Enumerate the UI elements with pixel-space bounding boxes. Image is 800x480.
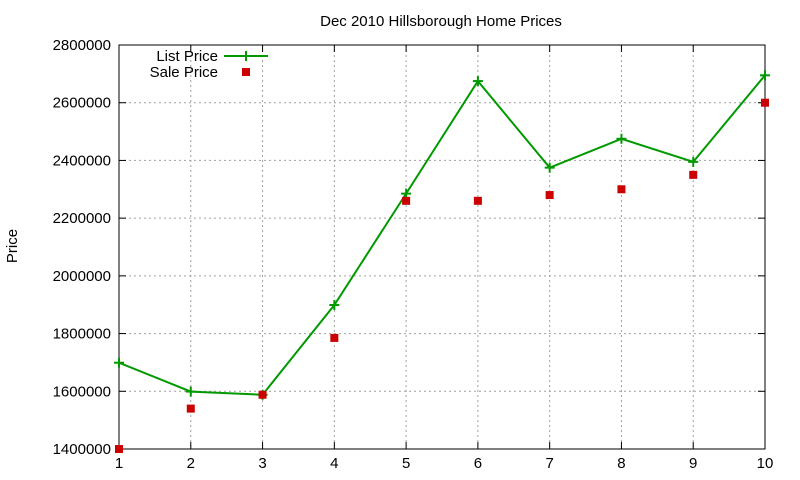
series-sale-price bbox=[115, 98, 769, 453]
y-tick-label: 2600000 bbox=[53, 95, 111, 112]
list-price-point-9 bbox=[688, 156, 699, 167]
series-list-price bbox=[114, 70, 770, 400]
y-axis-label: Price bbox=[4, 229, 21, 263]
sale-price-point-9 bbox=[689, 170, 698, 179]
series-layer bbox=[114, 70, 770, 453]
x-tick-label: 3 bbox=[258, 455, 266, 472]
x-tick-label: 5 bbox=[402, 455, 410, 472]
list-price-point-4 bbox=[329, 300, 340, 311]
grid bbox=[119, 45, 765, 449]
x-tick-label: 2 bbox=[187, 455, 195, 472]
legend-marker-sale-price bbox=[242, 68, 250, 76]
y-tick-label: 1800000 bbox=[53, 326, 111, 343]
x-tick-label: 6 bbox=[474, 455, 482, 472]
y-tick-label: 1600000 bbox=[53, 383, 111, 400]
x-tick-label: 9 bbox=[689, 455, 697, 472]
sale-price-point-1 bbox=[115, 445, 123, 453]
y-tick-label: 1400000 bbox=[53, 441, 111, 458]
list-price-point-7 bbox=[544, 162, 555, 173]
legend-marker-list-price bbox=[241, 51, 251, 61]
sale-price-point-2 bbox=[186, 404, 195, 413]
list-price-point-1 bbox=[114, 357, 124, 368]
list-price-line bbox=[118, 74, 766, 396]
plot-frame bbox=[118, 44, 766, 450]
axes: 1400000 1600000 1800000 2000000 2200000 24000… bbox=[53, 37, 774, 472]
sale-price-point-8 bbox=[617, 185, 626, 194]
sale-price-point-6 bbox=[473, 196, 482, 205]
sale-price-point-10 bbox=[761, 98, 769, 107]
list-price-point-10 bbox=[760, 70, 770, 81]
legend-label-list-price: List Price bbox=[156, 48, 218, 65]
x-tick-label: 10 bbox=[757, 455, 774, 472]
sale-price-point-7 bbox=[545, 191, 554, 200]
x-tick-label: 4 bbox=[330, 455, 338, 472]
sale-price-point-3 bbox=[258, 390, 267, 399]
y-tick-label: 2800000 bbox=[53, 37, 111, 54]
y-tick-label: 2400000 bbox=[53, 152, 111, 169]
y-tick-label: 2200000 bbox=[53, 210, 111, 227]
x-tick-label: 1 bbox=[115, 455, 123, 472]
legend-label-sale-price: Sale Price bbox=[150, 64, 218, 81]
sale-price-point-4 bbox=[330, 333, 339, 342]
x-tick-label: 7 bbox=[545, 455, 553, 472]
list-price-point-8 bbox=[616, 133, 627, 144]
list-price-point-6 bbox=[472, 76, 483, 87]
chart-title: Dec 2010 Hillsborough Home Prices bbox=[320, 13, 562, 30]
x-tick-label: 8 bbox=[617, 455, 625, 472]
sale-price-point-5 bbox=[402, 196, 411, 205]
y-tick-label: 2000000 bbox=[53, 268, 111, 285]
list-price-point-2 bbox=[185, 386, 196, 397]
